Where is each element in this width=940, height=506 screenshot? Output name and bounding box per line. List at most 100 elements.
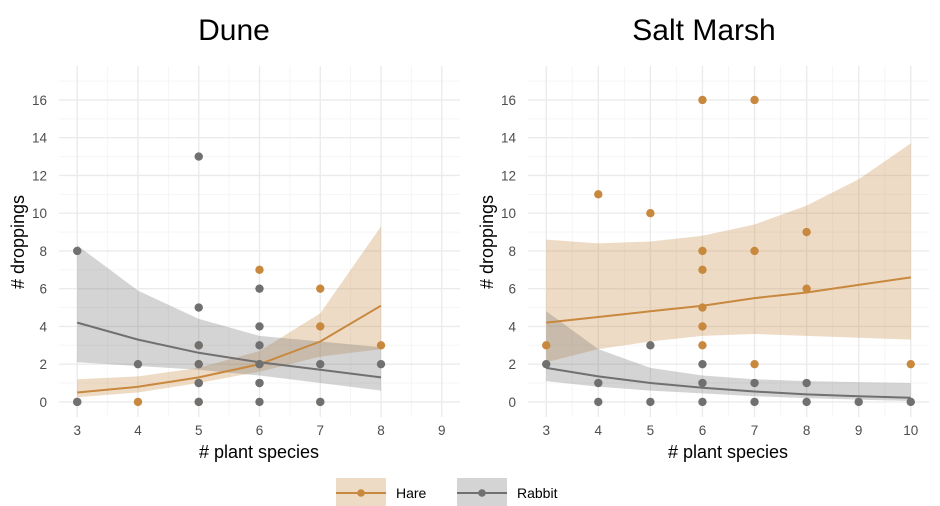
legend-label: Rabbit [517,485,558,501]
y-tick-label: 16 [501,93,516,108]
panel-salt-marsh: 3 4 5 6 7 8 9 10 0 2 4 6 8 10 12 14 16 Salt Marsh # plan… [477,14,929,462]
data-point-hare [698,303,707,312]
data-point-rabbit [255,359,264,369]
legend-item-hare: Hare [336,478,427,506]
data-point-rabbit [698,359,707,369]
data-point-hare [802,284,811,293]
data-point-rabbit [255,341,264,350]
y-tick-label: 10 [32,206,47,221]
data-point-rabbit [376,359,386,369]
x-tick-label: 8 [377,423,385,438]
data-point-hare [376,341,386,350]
data-point-rabbit [255,322,264,331]
fit-line-rabbit [76,321,382,379]
data-point-hare [750,359,759,369]
legend: Hare Rabbit [336,478,558,506]
x-tick-label: 9 [438,423,446,438]
data-point-hare [646,208,655,218]
data-point-rabbit [802,378,811,388]
data-point-rabbit [73,246,82,256]
legend-key-point [478,489,486,497]
plot-area: 3 4 5 6 7 8 9 10 0 2 4 6 8 10 12 14 16 [501,66,929,438]
confidence-band-hare [77,226,381,398]
data-point-rabbit [698,397,707,407]
y-tick-label: 16 [32,93,47,108]
data-point-rabbit [255,378,264,388]
x-tick-label: 8 [803,423,811,438]
x-tick-label: 7 [751,423,759,438]
data-point-rabbit [133,359,143,369]
data-point-rabbit [194,341,203,350]
x-axis-label: # plant species [668,442,788,462]
data-point-hare [316,322,325,331]
x-tick-label: 5 [195,423,203,438]
data-point-rabbit [750,397,759,407]
data-point-hare [698,246,707,256]
y-tick-label: 12 [32,168,47,183]
x-axis-label: # plant species [199,442,319,462]
x-tick-label: 3 [73,423,81,438]
data-point-rabbit [906,397,915,407]
data-point-hare [750,95,759,105]
data-point-hare [698,265,707,275]
data-point-hare [698,322,707,331]
y-tick-label: 12 [501,168,516,183]
y-tick-label: 10 [501,206,516,221]
fit-line-hare [546,276,911,324]
data-point-hare [542,341,551,350]
data-point-hare [133,397,143,407]
data-point-hare [316,284,325,293]
data-point-rabbit [594,378,603,388]
data-point-rabbit [194,378,203,388]
y-tick-label: 4 [39,319,47,334]
y-tick-label: 8 [508,244,516,259]
fit-line-rabbit [546,366,911,399]
data-point-rabbit [194,152,203,161]
data-point-hare [594,190,603,199]
x-tick-label: 10 [903,423,918,438]
x-tick-label: 6 [256,423,264,438]
data-point-rabbit [73,397,82,407]
data-point-rabbit [854,397,863,407]
x-tick-label: 3 [542,423,550,438]
confidence-band-hare [546,143,911,363]
fit-line-hare [77,304,382,394]
y-tick-label: 14 [32,131,48,146]
y-tick-label: 2 [39,357,47,372]
x-tick-label: 7 [316,423,324,438]
x-tick-label: 4 [595,423,603,438]
x-tick-label: 4 [134,423,142,438]
data-point-rabbit [194,303,203,312]
y-tick-label: 0 [39,395,47,410]
data-point-rabbit [646,397,655,407]
data-point-hare [698,95,707,105]
data-point-rabbit [750,378,759,388]
panel-dune: 3 4 5 6 7 8 9 0 2 4 6 8 10 12 14 16 Dune # plant specie… [8,14,460,462]
data-point-rabbit [255,284,264,293]
data-point-hare [698,341,707,350]
x-tick-label: 9 [855,423,863,438]
legend-key-point [357,489,365,497]
x-tick-label: 5 [647,423,655,438]
y-tick-label: 2 [508,357,516,372]
data-point-rabbit [316,359,325,369]
confidence-band-rabbit [77,245,381,391]
data-point-rabbit [194,397,203,407]
panel-title: Dune [198,14,270,47]
data-point-rabbit [542,359,551,369]
plot-area: 3 4 5 6 7 8 9 0 2 4 6 8 10 12 14 16 [32,66,460,438]
y-axis-label: # droppings [8,195,28,289]
data-point-rabbit [594,397,603,407]
y-tick-label: 0 [508,395,516,410]
panel-title: Salt Marsh [632,14,775,47]
confidence-band-rabbit [546,311,911,401]
data-point-rabbit [802,397,811,407]
data-point-hare [802,227,811,237]
y-tick-label: 14 [501,131,517,146]
y-tick-label: 6 [508,282,516,297]
data-point-hare [750,246,759,256]
data-point-rabbit [255,397,264,407]
x-tick-label: 6 [699,423,707,438]
legend-label: Hare [396,485,427,501]
